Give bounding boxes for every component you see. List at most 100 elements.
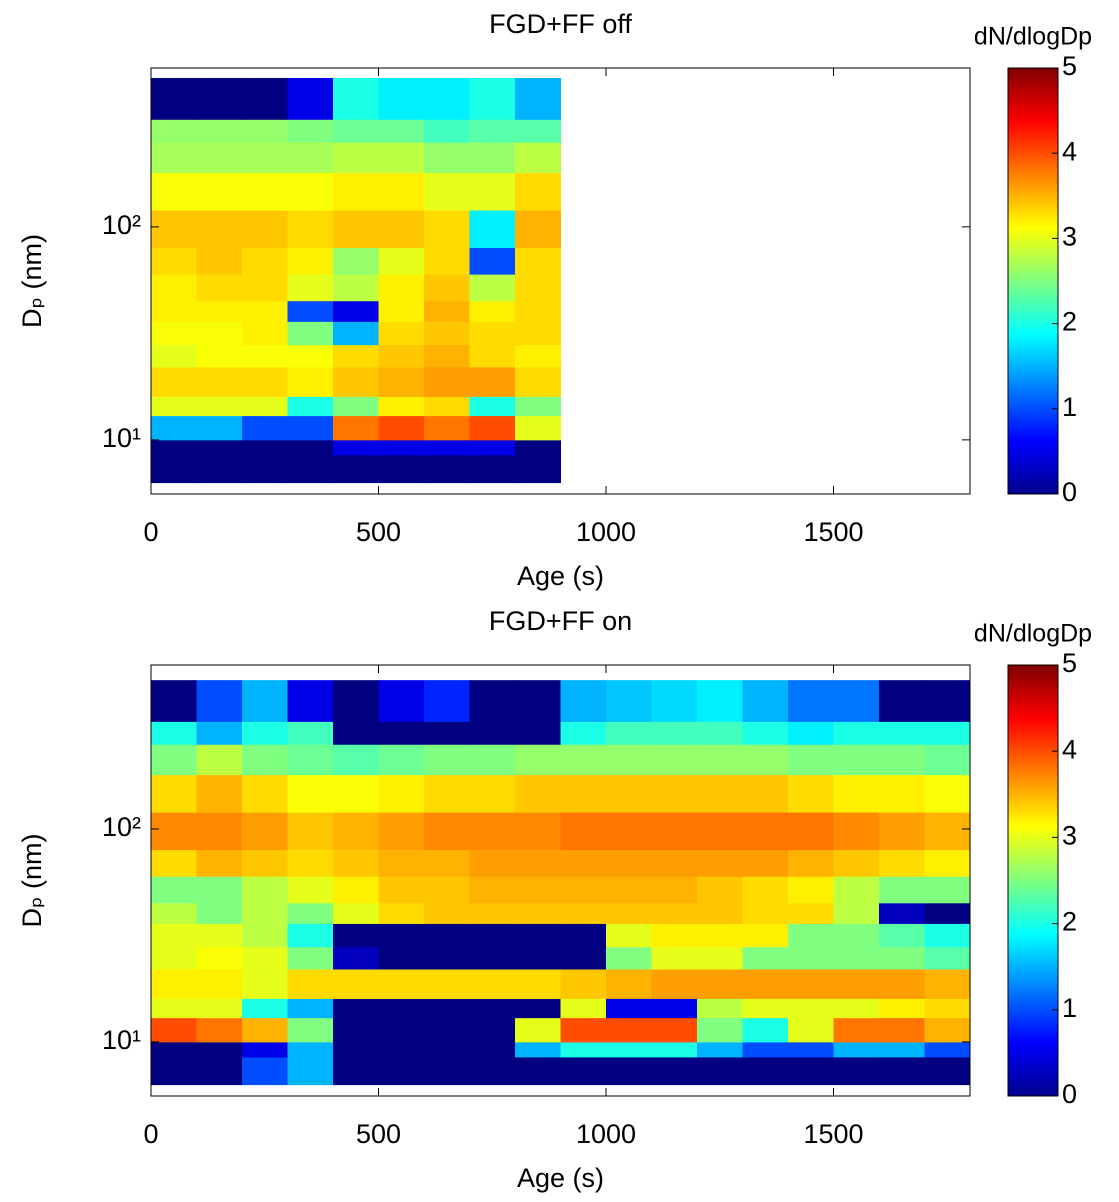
heatmap-cell [833,876,880,904]
heatmap-cell [651,876,698,904]
heatmap-cell [378,77,425,120]
colorbar-tick-label: 2 [1062,307,1077,337]
heatmap-cell [196,721,243,745]
heatmap-cell [924,876,971,904]
heatmap-cell [151,119,197,143]
colorbar-tick-label: 0 [1062,1079,1077,1109]
heatmap-cell [515,344,561,368]
heatmap-cell [606,774,652,813]
heatmap-cell [151,774,197,813]
heatmap-cell [424,968,470,999]
heatmap-cell [560,1056,607,1086]
heatmap-cell [515,142,561,173]
heatmap-cell [469,247,516,275]
heatmap-cell [333,744,379,776]
heatmap-cell [151,812,197,851]
heatmap-cell [424,923,470,948]
heatmap-cell [424,902,470,924]
heatmap-cell [378,923,425,948]
heatmap-cell [287,210,334,249]
heatmap-cell [333,923,379,948]
heatmap-cell [560,946,607,970]
heatmap-cell [788,923,834,948]
heatmap-cell [196,774,243,813]
heatmap-cell [697,721,743,745]
heatmap-cell [924,902,971,924]
heatmap-cell [515,680,561,722]
colorbar [1007,67,1059,495]
chart-title: FGD+FF off [489,9,632,39]
heatmap-cell [651,968,698,999]
heatmap-cell [742,1056,789,1086]
heatmap-cell [469,142,516,173]
colorbar-tick-label: 5 [1062,648,1077,678]
heatmap-cell [515,1017,561,1043]
heatmap-cell [242,274,288,302]
heatmap-cell [651,774,698,813]
heatmap-cell [788,1017,834,1043]
heatmap-cell [287,923,334,948]
heatmap-cell [242,1017,288,1043]
heatmap-cell [651,946,698,970]
heatmap-cell [788,1056,834,1086]
heatmap-cell [151,876,197,904]
heatmap-cell [333,902,379,924]
heatmap-cell [424,396,470,417]
heatmap-cell [287,300,334,322]
heatmap-cell [287,968,334,999]
heatmap-cell [424,998,470,1019]
y-tick-label: 10¹ [102,423,141,453]
heatmap-cell [515,946,561,970]
heatmap-cell [697,774,743,813]
heatmap-cell [469,1041,516,1058]
colorbar-tick-label: 5 [1062,51,1077,81]
heatmap-cell [378,902,425,924]
plot-frame [150,67,971,495]
heatmap-cell [378,968,425,999]
colorbar-tick-label: 4 [1062,734,1077,764]
heatmap-cell [742,998,789,1019]
heatmap-cell [788,1041,834,1058]
heatmap-cell [196,119,243,143]
heatmap-cell [333,439,379,456]
heatmap-cell [424,247,470,275]
heatmap-cell [333,300,379,322]
heatmap-cell [424,77,470,120]
chart-title: FGD+FF on [489,606,632,636]
heatmap-cell [833,721,880,745]
heatmap-cell [469,946,516,970]
heatmap-cell [151,968,197,999]
heatmap-cell [287,366,334,397]
heatmap-cell [196,366,243,397]
y-tick-label: 10¹ [102,1025,141,1055]
heatmap-cell [333,321,379,346]
heatmap-cell [788,721,834,745]
heatmap-cell [469,274,516,302]
heatmap-cell [742,968,789,999]
heatmap-cell [606,721,652,745]
heatmap-cell [469,849,516,877]
heatmap-cell [606,998,652,1019]
x-tick-label: 500 [356,1119,401,1149]
heatmap-cell [378,721,425,745]
heatmap-cell [697,849,743,877]
heatmap-cell [515,876,561,904]
heatmap-cell [287,77,334,120]
heatmap-cell [424,454,470,484]
heatmap-cell [469,210,516,249]
heatmap-cell [697,876,743,904]
heatmap-cell [378,274,425,302]
heatmap-cell [879,721,925,745]
heatmap-cell [560,721,607,745]
heatmap-cell [560,902,607,924]
heatmap-cell [651,721,698,745]
heatmap-cell [606,1056,652,1086]
colorbar-tick-label: 0 [1062,477,1077,507]
heatmap-cell [651,1056,698,1086]
heatmap-cell [242,247,288,275]
heatmap-cell [287,439,334,456]
heatmap-cell [606,902,652,924]
heatmap-cell [424,172,470,211]
heatmap-cell [424,210,470,249]
